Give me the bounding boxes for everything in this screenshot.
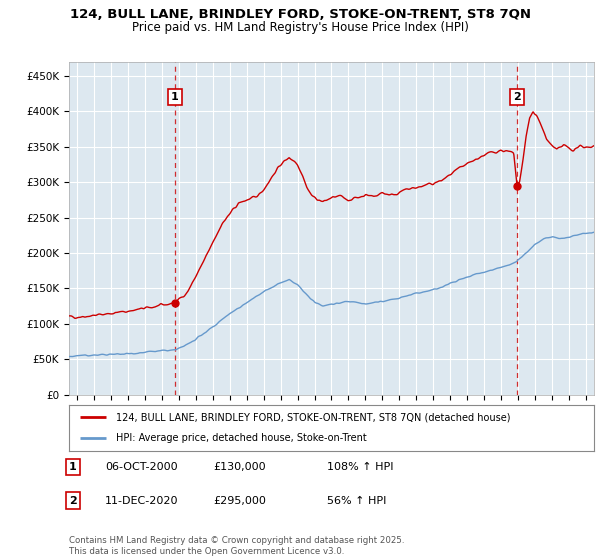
Text: 1: 1	[171, 92, 179, 102]
Text: £130,000: £130,000	[213, 462, 266, 472]
Text: 56% ↑ HPI: 56% ↑ HPI	[327, 496, 386, 506]
Text: 2: 2	[69, 496, 77, 506]
Text: 1: 1	[69, 462, 77, 472]
Text: 124, BULL LANE, BRINDLEY FORD, STOKE-ON-TRENT, ST8 7QN (detached house): 124, BULL LANE, BRINDLEY FORD, STOKE-ON-…	[116, 412, 511, 422]
Text: 11-DEC-2020: 11-DEC-2020	[105, 496, 179, 506]
Text: £295,000: £295,000	[213, 496, 266, 506]
Text: 124, BULL LANE, BRINDLEY FORD, STOKE-ON-TRENT, ST8 7QN: 124, BULL LANE, BRINDLEY FORD, STOKE-ON-…	[70, 8, 530, 21]
Text: 108% ↑ HPI: 108% ↑ HPI	[327, 462, 394, 472]
Text: HPI: Average price, detached house, Stoke-on-Trent: HPI: Average price, detached house, Stok…	[116, 433, 367, 444]
Text: 06-OCT-2000: 06-OCT-2000	[105, 462, 178, 472]
Text: 2: 2	[513, 92, 521, 102]
Text: Price paid vs. HM Land Registry's House Price Index (HPI): Price paid vs. HM Land Registry's House …	[131, 21, 469, 34]
Text: Contains HM Land Registry data © Crown copyright and database right 2025.
This d: Contains HM Land Registry data © Crown c…	[69, 536, 404, 556]
